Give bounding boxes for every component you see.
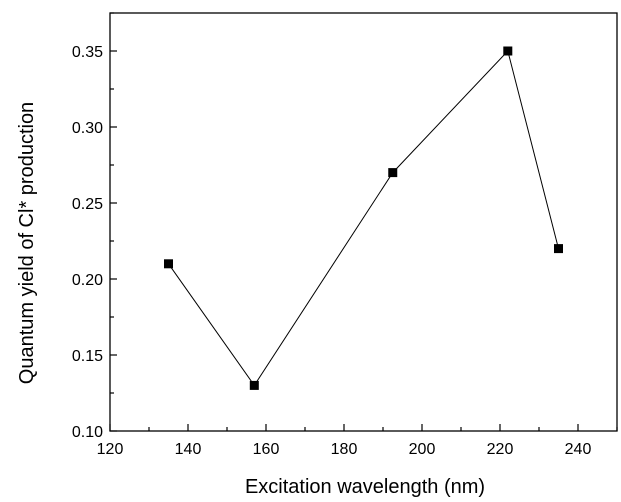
x-tick-label: 140 — [175, 441, 202, 458]
x-tick-label: 240 — [565, 441, 592, 458]
data-point — [388, 168, 398, 178]
x-tick-label: 180 — [331, 441, 358, 458]
y-tick-label: 0.20 — [72, 272, 103, 289]
y-tick-label: 0.25 — [72, 196, 103, 213]
x-tick-label: 220 — [487, 441, 514, 458]
x-tick-label: 200 — [409, 441, 436, 458]
data-point — [164, 259, 173, 269]
x-axis-label: Excitation wavelength (nm) — [245, 476, 485, 498]
y-tick-label: 0.10 — [72, 424, 103, 441]
x-tick-label: 120 — [97, 441, 124, 458]
data-point — [554, 244, 563, 254]
series-line — [168, 49, 559, 387]
y-axis-label: Quantum yield of Cl* production — [16, 102, 38, 384]
x-tick-label: 160 — [253, 441, 280, 458]
y-tick-label: 0.15 — [72, 348, 103, 365]
y-tick-label: 0.30 — [72, 120, 103, 137]
y-tick-label: 0.35 — [72, 44, 103, 61]
data-point — [503, 46, 513, 56]
plot-border — [109, 12, 618, 432]
plot-frame — [109, 12, 618, 432]
series-group — [164, 46, 563, 390]
y-axis-ticks: 0.10 0.15 0.20 0.25 0.30 0.35 — [72, 12, 117, 441]
x-axis-ticks: 120 140 160 180 200 220 240 — [97, 424, 618, 458]
data-point — [249, 380, 259, 390]
